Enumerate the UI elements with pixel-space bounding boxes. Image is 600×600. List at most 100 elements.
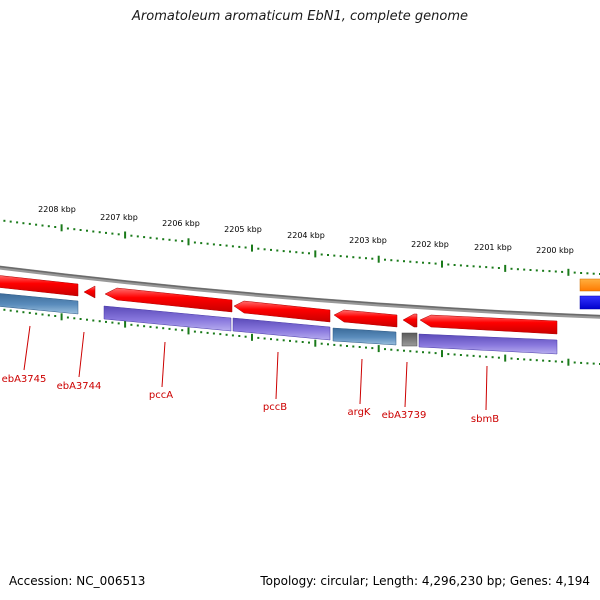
inner-scale-minor-tick (327, 343, 329, 346)
gene-arrow-argK[interactable] (333, 309, 398, 328)
gene-label-leaders (23, 325, 488, 411)
inner-scale-minor-tick (276, 338, 279, 341)
outer-scale-minor-tick (282, 250, 285, 253)
outer-scale-minor-tick (111, 232, 114, 235)
inner-scale-minor-tick (346, 345, 348, 347)
outer-scale-minor-tick (409, 260, 412, 263)
outer-scale-minor-tick (16, 221, 19, 224)
outer-scale-minor-tick (98, 231, 101, 234)
gene-arrow-pccA[interactable] (104, 287, 233, 313)
leader-argK (359, 358, 363, 405)
outer-scale-minor-tick (403, 260, 405, 263)
inner-scale-minor-tick (282, 339, 285, 342)
scale-label-2200: 2200 kbp (536, 246, 574, 255)
cds-block-blue[interactable] (579, 295, 600, 310)
outer-scale-minor-tick (219, 244, 222, 246)
genome-stats-text: Topology: circular; Length: 4,296,230 bp… (260, 574, 590, 588)
outer-scale-minor-tick (453, 264, 456, 266)
inner-scale-minor-tick (47, 314, 50, 317)
outer-scale-minor-tick (529, 269, 532, 271)
inner-scale-minor-tick (257, 336, 260, 339)
outer-scale-minor-tick (422, 261, 424, 264)
outer-scale-major-tick (567, 268, 570, 276)
cds-block-sbmB[interactable] (418, 333, 558, 355)
outer-scale-minor-tick (561, 270, 564, 273)
gene-arrow-ebA3744[interactable] (83, 285, 96, 299)
outer-scale-minor-tick (478, 265, 481, 268)
gene-label-pccA: pccA (149, 390, 173, 401)
leader-pccB (275, 351, 279, 400)
inner-scale-minor-tick (308, 341, 310, 344)
inner-scale-minor-tick (459, 354, 462, 356)
inner-scale-minor-tick (219, 333, 222, 336)
inner-scale-major-tick (441, 350, 443, 358)
inner-scale-minor-tick (149, 325, 152, 328)
outer-scale-minor-tick (396, 259, 399, 262)
outer-scale-minor-tick (22, 222, 25, 225)
scale-label-2205: 2205 kbp (224, 225, 262, 234)
outer-scale-ticks (3, 219, 600, 276)
outer-scale-minor-tick (459, 264, 462, 267)
outer-scale-minor-tick (149, 236, 152, 239)
inner-scale-minor-tick (193, 330, 196, 333)
inner-scale-major-tick (567, 358, 570, 366)
gene-block-orange[interactable] (579, 278, 600, 292)
inner-scale-minor-tick (200, 331, 203, 334)
inner-scale-minor-tick (28, 311, 31, 314)
outer-scale-minor-tick (333, 254, 336, 257)
outer-scale-minor-tick (466, 264, 469, 267)
red-gene-track (0, 275, 600, 335)
cds-block-ebA3739[interactable] (401, 332, 418, 347)
inner-scale-minor-tick (453, 353, 456, 356)
gene-labels: ebA3745 ebA3744 pccA pccB argK ebA3739 s… (2, 374, 500, 425)
scale-labels: 2208 kbp 2207 kbp 2206 kbp 2205 kbp 2204… (38, 205, 574, 255)
inner-scale-minor-tick (548, 360, 551, 362)
inner-scale-minor-tick (3, 308, 6, 311)
outer-scale-minor-tick (523, 268, 526, 271)
inner-scale-minor-tick (117, 322, 120, 325)
inner-scale-minor-tick (130, 323, 133, 326)
gene-arrow-ebA3745[interactable] (0, 275, 79, 297)
inner-scale-minor-tick (333, 343, 336, 346)
gene-arrow-pccB[interactable] (233, 300, 331, 323)
inner-scale-minor-tick (542, 359, 545, 362)
inner-scale-minor-tick (295, 340, 298, 343)
outer-scale-minor-tick (66, 227, 69, 230)
inner-scale-minor-tick (365, 346, 367, 349)
cds-block-argK[interactable] (332, 327, 397, 346)
cds-block-pccB[interactable] (232, 317, 331, 341)
inner-scale-minor-tick (16, 310, 19, 313)
outer-scale-minor-tick (592, 272, 595, 275)
gene-label-ebA3744: ebA3744 (57, 381, 102, 392)
cds-block-pccA[interactable] (103, 305, 232, 332)
gene-arrow-ebA3739[interactable] (402, 313, 418, 328)
outer-scale-minor-tick (206, 242, 209, 245)
leader-pccA (161, 341, 166, 388)
outer-scale-major-tick (377, 255, 380, 263)
outer-scale-minor-tick (155, 237, 158, 240)
inner-scale-minor-tick (270, 338, 272, 341)
outer-scale-minor-tick (308, 252, 310, 255)
inner-scale-minor-tick (516, 358, 519, 360)
outer-scale-minor-tick (371, 257, 374, 260)
inner-scale-minor-tick (371, 347, 374, 350)
inner-scale-minor-tick (168, 327, 171, 330)
outer-scale-major-tick (251, 244, 253, 252)
gene-arrow-sbmB[interactable] (419, 314, 558, 335)
leader-ebA3745 (23, 325, 31, 371)
outer-scale-minor-tick (257, 247, 260, 250)
outer-scale-minor-tick (447, 263, 450, 266)
outer-scale-minor-tick (516, 268, 519, 271)
outer-scale-minor-tick (554, 270, 557, 273)
outer-scale-major-tick (314, 250, 317, 258)
inner-scale-minor-tick (535, 359, 538, 362)
outer-scale-minor-tick (339, 255, 342, 258)
leader-ebA3739 (404, 361, 408, 408)
outer-scale-minor-tick (117, 233, 120, 236)
genome-backbone (0, 265, 600, 319)
outer-scale-minor-tick (352, 256, 355, 259)
inner-scale-minor-tick (320, 342, 323, 345)
outer-scale-minor-tick (428, 262, 431, 265)
cds-block-ebA3745[interactable] (0, 293, 79, 315)
inner-scale-minor-tick (447, 353, 450, 356)
